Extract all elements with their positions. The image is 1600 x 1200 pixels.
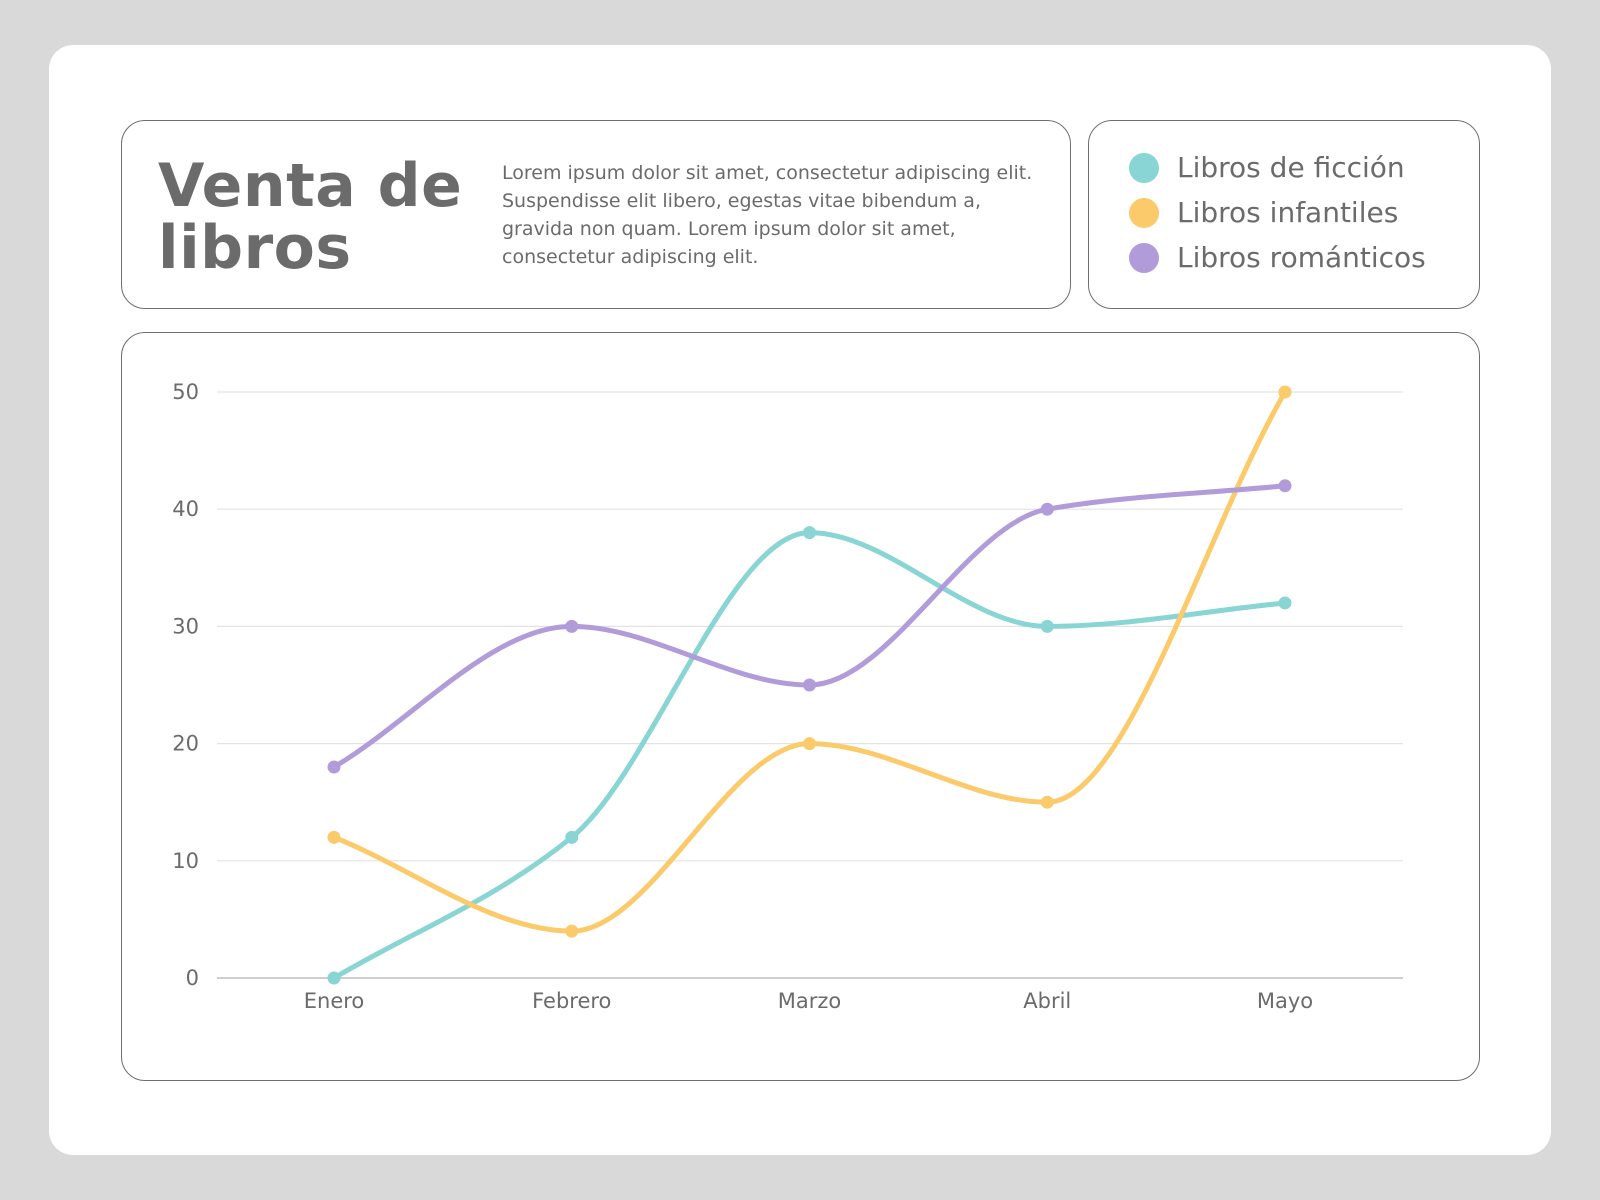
data-point	[1278, 479, 1292, 493]
chart-panel: 0 10 20 30 40 50 Enero Febrero Marzo Abril Mayo	[121, 332, 1480, 1081]
legend-dot-icon	[1129, 152, 1159, 183]
y-tick-label: 10	[172, 849, 199, 873]
legend: Libros de ficción Libros infantiles Libr…	[1129, 145, 1426, 280]
series-3	[327, 479, 1292, 774]
data-point	[1278, 596, 1292, 610]
card: Venta de libros Lorem ipsum dolor sit am…	[49, 45, 1551, 1155]
data-point	[803, 737, 816, 751]
legend-panel: Libros de ficción Libros infantiles Libr…	[1088, 120, 1480, 309]
data-point	[1040, 795, 1054, 809]
y-tick-label: 50	[172, 380, 199, 404]
legend-label: Libros románticos	[1177, 241, 1426, 274]
data-point	[327, 971, 341, 985]
data-point	[1278, 385, 1292, 399]
data-point	[327, 760, 341, 774]
x-tick-label: Marzo	[778, 989, 842, 1013]
series-1	[327, 526, 1292, 985]
legend-item-infantiles: Libros infantiles	[1129, 190, 1426, 235]
x-tick-label: Febrero	[532, 989, 611, 1013]
y-tick-label: 0	[186, 966, 199, 990]
data-point	[565, 924, 579, 938]
legend-label: Libros de ficción	[1177, 151, 1405, 184]
series-line	[331, 389, 1288, 934]
legend-item-ficcion: Libros de ficción	[1129, 145, 1426, 190]
legend-dot-icon	[1129, 242, 1159, 273]
data-point	[803, 526, 816, 540]
legend-dot-icon	[1129, 197, 1159, 228]
header-panel: Venta de libros Lorem ipsum dolor sit am…	[121, 120, 1071, 309]
data-point	[327, 830, 341, 844]
legend-label: Libros infantiles	[1177, 196, 1399, 229]
series-line	[331, 530, 1288, 981]
description-text: Lorem ipsum dolor sit amet, consectetur …	[502, 162, 1033, 268]
x-tick-label: Mayo	[1257, 989, 1313, 1013]
x-axis: Enero Febrero Marzo Abril Mayo	[304, 989, 1313, 1013]
series-2	[327, 385, 1292, 938]
line-chart: 0 10 20 30 40 50 Enero Febrero Marzo Abril Mayo	[172, 380, 1403, 1013]
y-tick-label: 30	[172, 614, 199, 638]
data-point	[565, 619, 579, 633]
page-title: Venta de libros	[158, 151, 463, 283]
data-point	[803, 678, 816, 692]
x-tick-label: Abril	[1023, 989, 1071, 1013]
data-point	[1040, 619, 1054, 633]
y-tick-label: 20	[172, 732, 199, 756]
legend-item-romanticos: Libros románticos	[1129, 235, 1426, 280]
y-tick-label: 40	[172, 497, 199, 521]
y-axis: 0 10 20 30 40 50	[172, 380, 199, 990]
x-tick-label: Enero	[304, 989, 365, 1013]
series	[327, 385, 1292, 985]
data-point	[565, 830, 579, 844]
data-point	[1040, 502, 1054, 516]
